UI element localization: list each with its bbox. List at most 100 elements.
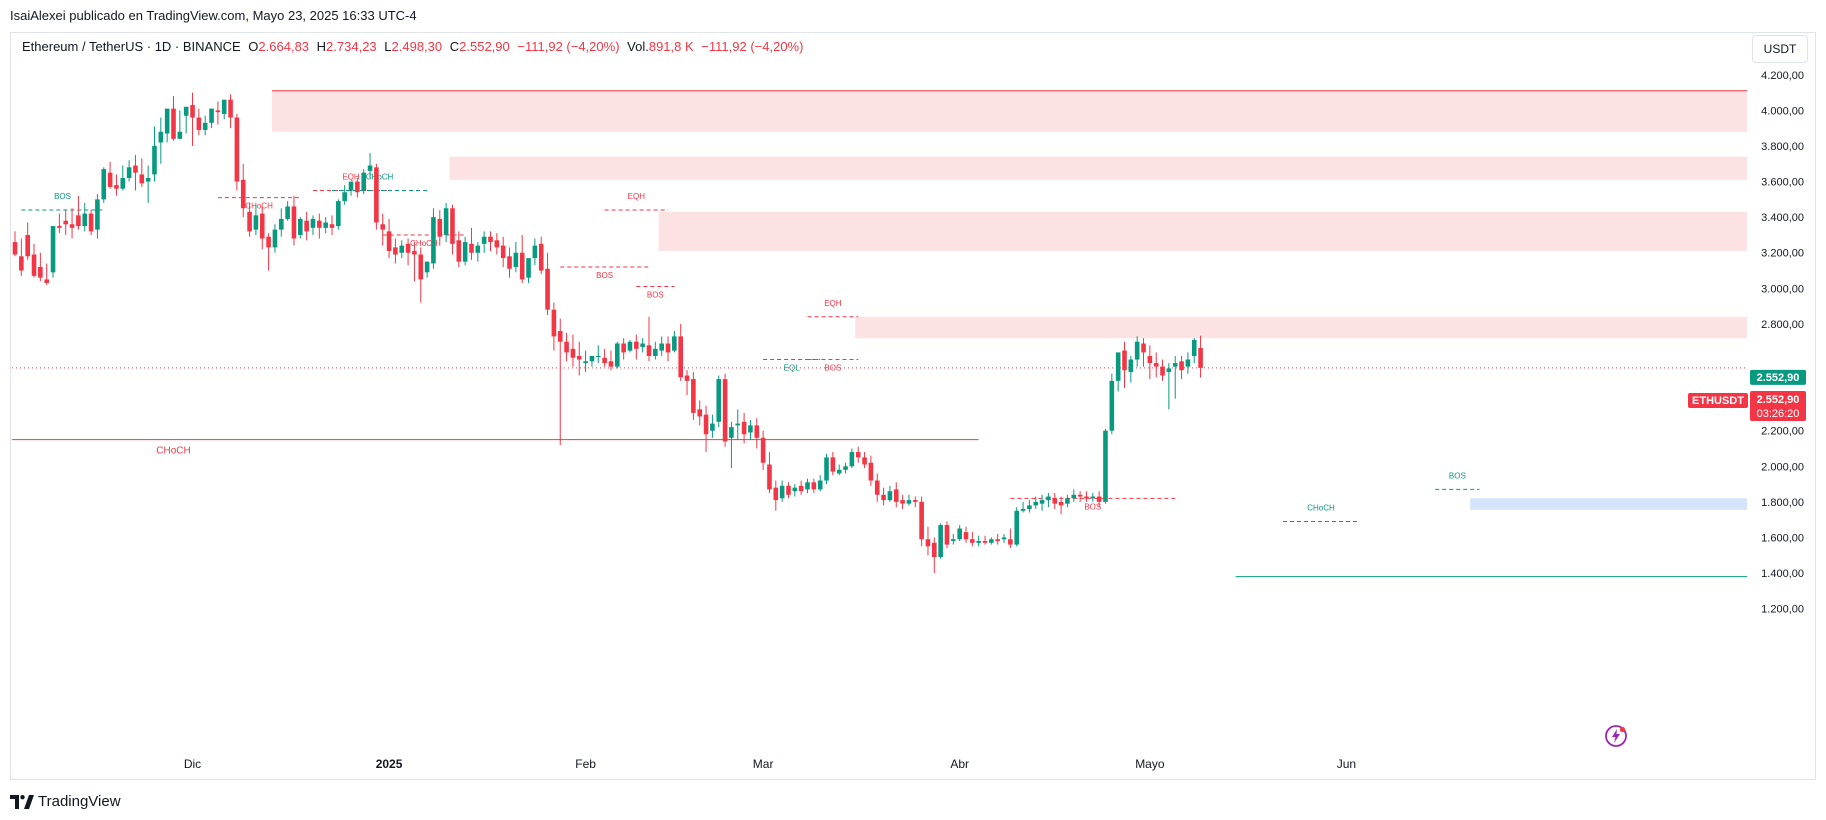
candle-body[interactable] bbox=[862, 457, 867, 465]
candle-body[interactable] bbox=[266, 236, 271, 248]
candle-body[interactable] bbox=[564, 341, 569, 353]
candle-body[interactable] bbox=[773, 487, 779, 501]
candle-body[interactable] bbox=[1141, 343, 1146, 353]
candle-body[interactable] bbox=[703, 414, 709, 435]
candle-body[interactable] bbox=[234, 117, 240, 182]
candle-body[interactable] bbox=[126, 167, 132, 179]
candle-body[interactable] bbox=[88, 213, 94, 232]
candle-body[interactable] bbox=[424, 261, 430, 273]
candle-body[interactable] bbox=[874, 480, 880, 495]
candle-body[interactable] bbox=[570, 348, 576, 358]
candle-body[interactable] bbox=[44, 279, 49, 283]
candle-body[interactable] bbox=[253, 215, 259, 230]
candle-body[interactable] bbox=[976, 541, 981, 543]
candle-body[interactable] bbox=[1001, 537, 1007, 540]
symbol-title[interactable]: Ethereum / TetherUS · 1D · BINANCE bbox=[22, 39, 241, 54]
candle-body[interactable] bbox=[1071, 494, 1077, 499]
candle-body[interactable] bbox=[12, 242, 18, 255]
candle-body[interactable] bbox=[951, 539, 956, 542]
candle-body[interactable] bbox=[1033, 501, 1039, 506]
candle-body[interactable] bbox=[538, 243, 544, 271]
candle-body[interactable] bbox=[627, 341, 633, 351]
candle-body[interactable] bbox=[925, 539, 931, 547]
candle-body[interactable] bbox=[786, 485, 791, 495]
candle-body[interactable] bbox=[982, 541, 988, 543]
candle-body[interactable] bbox=[1065, 498, 1070, 504]
candle-body[interactable] bbox=[811, 482, 817, 490]
candle-body[interactable] bbox=[1014, 510, 1020, 545]
candle-body[interactable] bbox=[1039, 500, 1045, 504]
candle-body[interactable] bbox=[196, 117, 202, 130]
candle-body[interactable] bbox=[177, 131, 183, 139]
candle-body[interactable] bbox=[450, 208, 455, 244]
candle-body[interactable] bbox=[158, 131, 164, 143]
candle-body[interactable] bbox=[329, 224, 335, 228]
candle-body[interactable] bbox=[741, 421, 747, 435]
candle-body[interactable] bbox=[310, 218, 316, 228]
candle-body[interactable] bbox=[608, 361, 614, 367]
candle-body[interactable] bbox=[1090, 496, 1096, 499]
candle-body[interactable] bbox=[1103, 430, 1108, 502]
candle-body[interactable] bbox=[183, 106, 189, 116]
candle-body[interactable] bbox=[1185, 359, 1191, 367]
candle-body[interactable] bbox=[1027, 505, 1032, 509]
candle-body[interactable] bbox=[69, 224, 75, 228]
candle-body[interactable] bbox=[215, 110, 221, 113]
candle-body[interactable] bbox=[602, 357, 607, 364]
candle-body[interactable] bbox=[209, 108, 214, 123]
candle-body[interactable] bbox=[735, 423, 741, 426]
candle-body[interactable] bbox=[380, 224, 386, 230]
candle-body[interactable] bbox=[481, 236, 487, 244]
candle-body[interactable] bbox=[50, 226, 56, 273]
candle-body[interactable] bbox=[678, 336, 683, 378]
candle-body[interactable] bbox=[1115, 352, 1121, 381]
candle-body[interactable] bbox=[583, 361, 588, 364]
candle-body[interactable] bbox=[989, 539, 994, 543]
candle-body[interactable] bbox=[830, 457, 836, 472]
candle-body[interactable] bbox=[412, 250, 417, 255]
candle-body[interactable] bbox=[697, 409, 703, 417]
candle-body[interactable] bbox=[1166, 368, 1172, 372]
candle-body[interactable] bbox=[659, 343, 664, 351]
candle-body[interactable] bbox=[868, 462, 874, 481]
currency-button[interactable]: USDT bbox=[1752, 35, 1808, 63]
candle-body[interactable] bbox=[152, 145, 157, 175]
candle-body[interactable] bbox=[1191, 339, 1197, 356]
candle-body[interactable] bbox=[912, 500, 918, 502]
candle-body[interactable] bbox=[1077, 494, 1083, 497]
candle-body[interactable] bbox=[1160, 366, 1165, 376]
candle-body[interactable] bbox=[1084, 496, 1089, 499]
candle-body[interactable] bbox=[475, 245, 481, 253]
candle-body[interactable] bbox=[164, 108, 170, 134]
candle-body[interactable] bbox=[849, 452, 855, 467]
candle-body[interactable] bbox=[399, 245, 405, 253]
candle-body[interactable] bbox=[494, 240, 500, 248]
candle-body[interactable] bbox=[621, 343, 626, 353]
candle-body[interactable] bbox=[1198, 347, 1203, 368]
candle-body[interactable] bbox=[507, 256, 512, 269]
candle-body[interactable] bbox=[1147, 355, 1153, 364]
candle-body[interactable] bbox=[513, 252, 519, 267]
candle-body[interactable] bbox=[298, 218, 303, 235]
candle-body[interactable] bbox=[1052, 498, 1058, 504]
candle-body[interactable] bbox=[532, 245, 538, 259]
candle-body[interactable] bbox=[272, 229, 278, 248]
candle-body[interactable] bbox=[519, 252, 525, 280]
candle-body[interactable] bbox=[817, 480, 823, 490]
candle-body[interactable] bbox=[355, 181, 360, 193]
candle-body[interactable] bbox=[640, 343, 645, 348]
candle-body[interactable] bbox=[957, 528, 962, 540]
candle-body[interactable] bbox=[31, 254, 37, 276]
candle-body[interactable] bbox=[963, 532, 969, 540]
candle-body[interactable] bbox=[221, 99, 227, 114]
candle-body[interactable] bbox=[1046, 496, 1051, 501]
candle-body[interactable] bbox=[247, 211, 252, 232]
candle-body[interactable] bbox=[63, 220, 69, 225]
candle-body[interactable] bbox=[855, 452, 861, 458]
candle-body[interactable] bbox=[792, 487, 798, 492]
candle-body[interactable] bbox=[545, 268, 550, 310]
candle-body[interactable] bbox=[754, 425, 760, 438]
candle-body[interactable] bbox=[634, 341, 639, 349]
candle-body[interactable] bbox=[944, 525, 950, 545]
candle-body[interactable] bbox=[367, 165, 373, 171]
